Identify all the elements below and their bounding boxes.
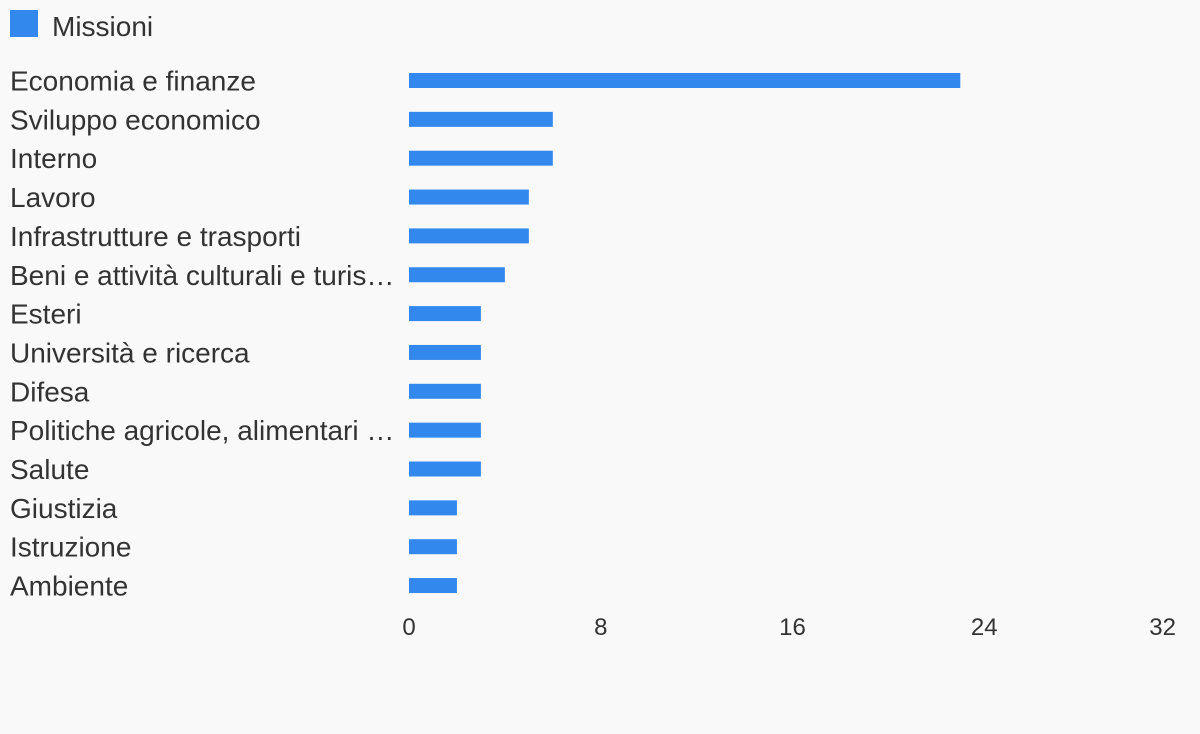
bar — [409, 111, 553, 127]
bar — [409, 73, 961, 88]
category-label: Interno — [10, 143, 97, 174]
x-tick-label: 32 — [1149, 614, 1176, 641]
bar — [409, 500, 457, 516]
category-label: Politiche agricole, alimentari … — [10, 415, 394, 446]
bar — [409, 306, 481, 322]
bar — [409, 422, 481, 438]
bar — [409, 539, 457, 555]
category-label: Giustizia — [10, 493, 118, 524]
category-label: Beni e attività culturali e turis… — [10, 260, 394, 291]
category-label: Esteri — [10, 299, 82, 330]
category-label: Ambiente — [10, 571, 128, 602]
category-label: Istruzione — [10, 532, 131, 563]
category-label: Salute — [10, 454, 89, 485]
bar — [409, 578, 457, 594]
bar — [409, 228, 529, 244]
category-label: Università e ricerca — [10, 337, 250, 368]
category-label: Infrastrutture e trasporti — [10, 221, 301, 252]
category-labels: Economia e finanze Sviluppo economico Inte… — [10, 66, 394, 602]
legend-label: Missioni — [52, 11, 153, 42]
bar — [409, 344, 481, 360]
x-tick-label: 16 — [779, 614, 806, 641]
x-tick-label: 8 — [594, 614, 607, 641]
category-label: Sviluppo economico — [10, 104, 261, 135]
bar — [409, 189, 529, 205]
bar — [409, 267, 505, 283]
category-label: Economia e finanze — [10, 66, 256, 97]
x-axis-ticks: 0 8 16 24 32 — [402, 614, 1176, 641]
bar — [409, 150, 553, 166]
x-tick-label: 24 — [971, 614, 998, 641]
category-label: Difesa — [10, 376, 90, 407]
x-tick-label: 0 — [402, 614, 415, 641]
bar — [409, 461, 481, 477]
legend-swatch — [10, 10, 38, 37]
category-label: Lavoro — [10, 182, 96, 213]
bars — [409, 73, 961, 594]
legend: Missioni — [10, 10, 153, 42]
bar — [409, 383, 481, 399]
